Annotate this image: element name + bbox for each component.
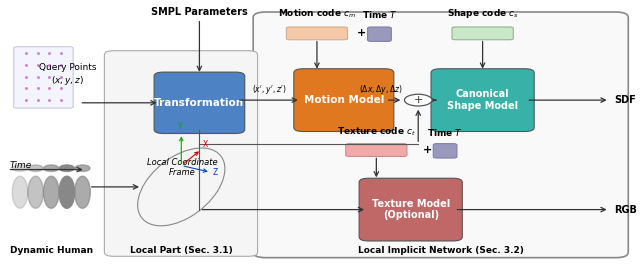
Text: Transformation: Transformation [154, 98, 244, 108]
Text: Z: Z [212, 168, 218, 177]
Text: Texture code $c_t$: Texture code $c_t$ [337, 125, 416, 138]
Text: $(x', y', z')$: $(x', y', z')$ [252, 83, 286, 96]
Text: Local Part (Sec. 3.1): Local Part (Sec. 3.1) [130, 246, 233, 255]
Circle shape [13, 165, 28, 171]
Ellipse shape [12, 176, 28, 208]
Ellipse shape [28, 176, 44, 208]
Text: Motion code $c_m$: Motion code $c_m$ [278, 7, 356, 20]
Circle shape [404, 94, 432, 106]
Text: +: + [413, 95, 423, 105]
Circle shape [60, 165, 74, 171]
Text: X: X [203, 140, 209, 149]
Text: Shape code $c_s$: Shape code $c_s$ [447, 7, 518, 20]
Text: +: + [357, 28, 367, 38]
FancyBboxPatch shape [13, 47, 73, 108]
FancyBboxPatch shape [253, 12, 628, 258]
Circle shape [44, 165, 59, 171]
Circle shape [75, 165, 90, 171]
Text: Dynamic Human: Dynamic Human [10, 246, 93, 255]
Text: SDF: SDF [614, 95, 636, 105]
FancyBboxPatch shape [294, 69, 394, 132]
Text: Query Points
$(x, y, z)$: Query Points $(x, y, z)$ [39, 63, 96, 87]
FancyBboxPatch shape [359, 178, 462, 241]
Ellipse shape [75, 176, 90, 208]
Text: Y: Y [178, 123, 183, 131]
Text: RGB: RGB [614, 205, 637, 215]
FancyBboxPatch shape [367, 27, 391, 41]
Text: Time $T$: Time $T$ [427, 127, 463, 138]
Ellipse shape [44, 176, 59, 208]
Text: Time $T$: Time $T$ [362, 9, 397, 20]
Text: Time: Time [10, 161, 31, 170]
Ellipse shape [59, 176, 75, 208]
Text: $(\Delta x, \Delta y, \Delta z)$: $(\Delta x, \Delta y, \Delta z)$ [359, 83, 403, 96]
FancyBboxPatch shape [286, 27, 348, 40]
FancyBboxPatch shape [433, 144, 457, 158]
FancyBboxPatch shape [346, 144, 407, 156]
FancyBboxPatch shape [154, 72, 244, 134]
FancyBboxPatch shape [431, 69, 534, 132]
Text: +: + [423, 145, 432, 155]
Text: Local Coordinate
Frame: Local Coordinate Frame [147, 158, 218, 177]
Circle shape [28, 165, 43, 171]
FancyBboxPatch shape [452, 27, 513, 40]
Text: Motion Model: Motion Model [303, 95, 384, 105]
FancyBboxPatch shape [104, 51, 257, 256]
Text: Local Implicit Network (Sec. 3.2): Local Implicit Network (Sec. 3.2) [358, 246, 524, 255]
Text: SMPL Parameters: SMPL Parameters [151, 7, 248, 17]
Text: Texture Model
(Optional): Texture Model (Optional) [372, 199, 450, 220]
Text: Canonical
Shape Model: Canonical Shape Model [447, 89, 518, 111]
